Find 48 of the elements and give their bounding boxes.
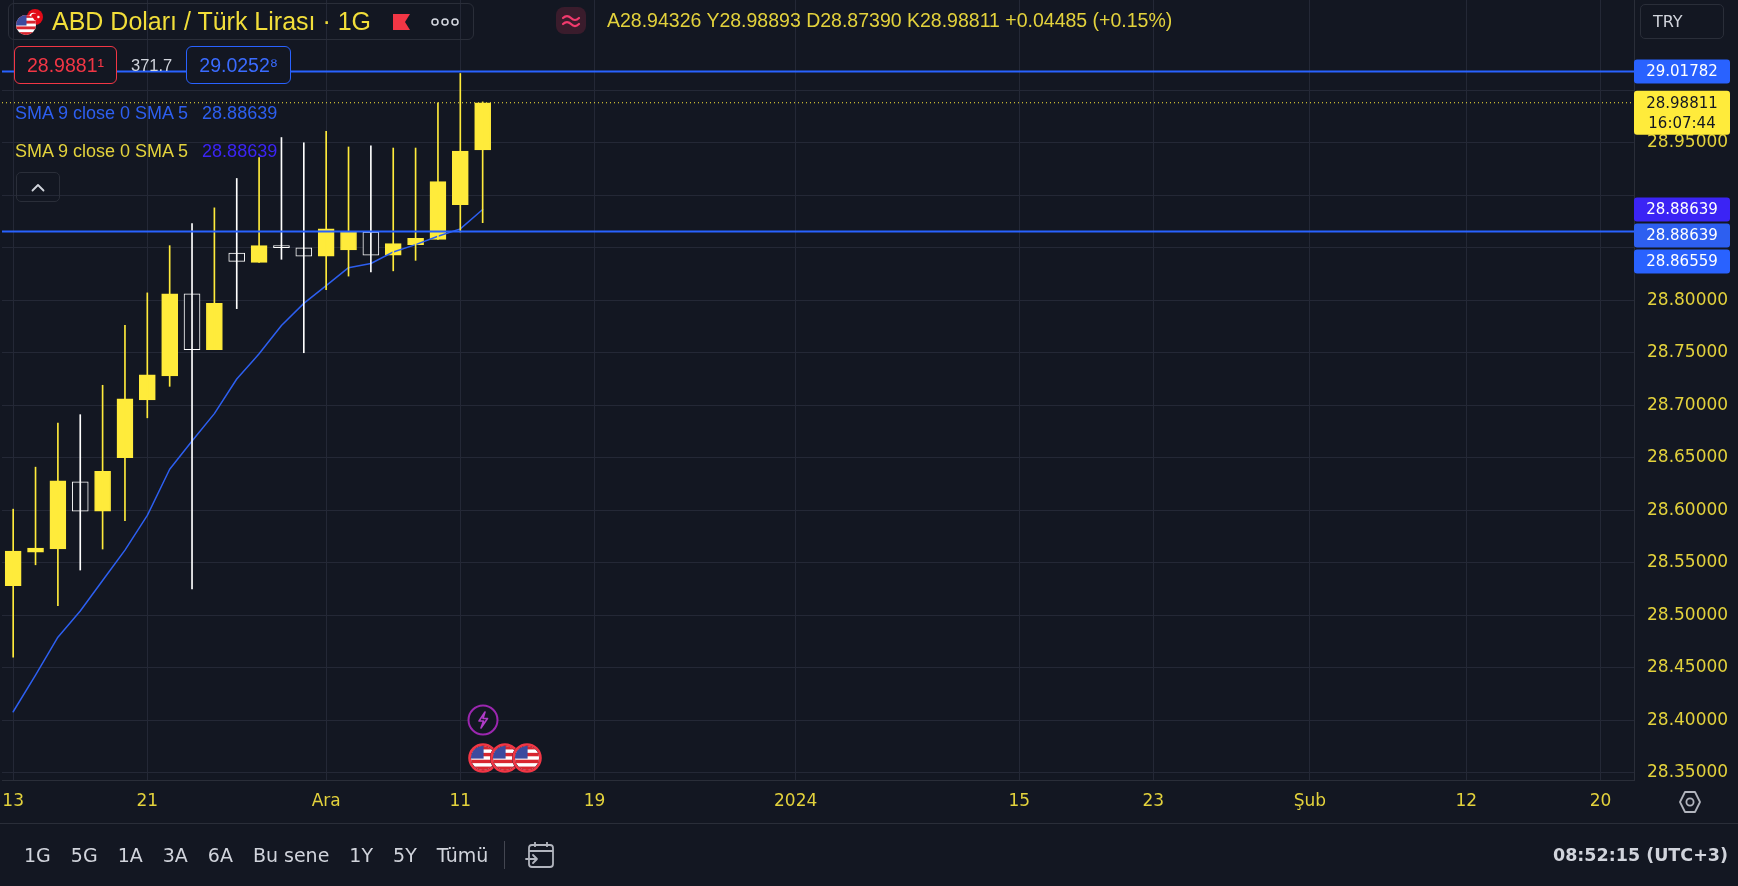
y-tick-label: 28.60000	[1647, 498, 1729, 519]
annotation: 371.7	[130, 55, 174, 75]
x-tick-label: 15	[1008, 789, 1031, 810]
chart-title: ABD Doları / Türk Lirası · 1G	[52, 7, 372, 36]
y-tick-label: 28.35000	[1647, 761, 1729, 782]
y-tick-label: 28.45000	[1647, 656, 1729, 677]
text: 6A	[207, 844, 233, 866]
annotation: SMA 9 close 0 SMA 5	[15, 140, 189, 162]
y-tick-label: 28.55000	[1647, 551, 1729, 572]
text: 28.88639	[1646, 200, 1718, 219]
text: 1G	[24, 844, 51, 866]
x-tick-label: 13	[2, 789, 24, 810]
text: 1A	[117, 844, 143, 866]
x-tick-label: Ara	[311, 789, 341, 810]
x-tick-label: Şub	[1293, 789, 1327, 810]
text: SMA 9 close 0 SMA 5	[15, 102, 189, 124]
x-tick-label: 23	[1142, 789, 1165, 810]
x-tick-label: 11	[449, 789, 472, 810]
text: 5G	[70, 844, 98, 866]
x-tick-label: 21	[136, 789, 159, 810]
y-tick-label: 28.80000	[1647, 288, 1729, 309]
y-tick-label: 28.50000	[1647, 603, 1729, 624]
annotation: 28.88639	[202, 102, 278, 124]
text: 08:52:15 (UTC+3)	[1553, 844, 1728, 867]
y-tick-label: 28.40000	[1647, 708, 1729, 729]
text: 5Y	[393, 844, 417, 866]
text: A28.94326 Y28.98893 D28.87390 K28.98811 +0.04485 (+0.15%)	[607, 8, 1173, 33]
text: Bu sene	[252, 844, 330, 866]
y-tick-label: 28.95000	[1647, 131, 1729, 152]
annotation: 28.9881¹	[14, 46, 117, 84]
annotation: 28.88639	[202, 140, 278, 162]
text: 3A	[162, 844, 188, 866]
ref-line-label: 29.01782	[1646, 62, 1718, 81]
x-tick-label: 19	[583, 789, 606, 810]
x-tick-label: 2024	[774, 789, 818, 810]
x-tick-label: 12	[1455, 789, 1478, 810]
ref-line-label: 28.86559	[1646, 252, 1718, 271]
text: TRY	[1640, 4, 1724, 39]
text: 1Y	[349, 844, 374, 866]
text: 16:07:44	[1648, 113, 1716, 132]
y-tick-label: 28.70000	[1647, 393, 1729, 414]
text: 28.88639	[1646, 226, 1718, 245]
y-tick-label: 28.65000	[1647, 446, 1729, 467]
text: Tümü	[436, 844, 489, 866]
x-tick-label: 20	[1589, 789, 1612, 810]
annotation: 29.0252⁸	[186, 46, 291, 84]
y-tick-label: 28.75000	[1647, 341, 1729, 362]
ref-line-label: 28.98811	[1646, 93, 1718, 112]
